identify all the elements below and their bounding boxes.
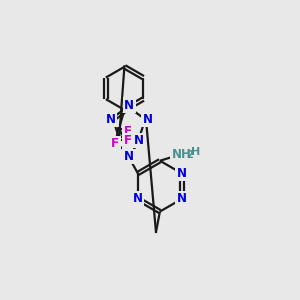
Text: F: F (124, 134, 132, 147)
Text: N: N (124, 99, 134, 112)
Text: F: F (111, 137, 119, 150)
Text: H: H (191, 147, 200, 157)
Text: N: N (177, 167, 187, 180)
Text: N: N (133, 192, 143, 206)
Text: F: F (124, 125, 132, 138)
Text: N: N (177, 192, 187, 206)
Text: N: N (134, 134, 144, 147)
Text: 2: 2 (186, 150, 193, 160)
Text: N: N (124, 150, 134, 163)
Text: NH: NH (172, 148, 191, 161)
Text: N: N (142, 113, 152, 126)
Text: N: N (106, 113, 116, 126)
